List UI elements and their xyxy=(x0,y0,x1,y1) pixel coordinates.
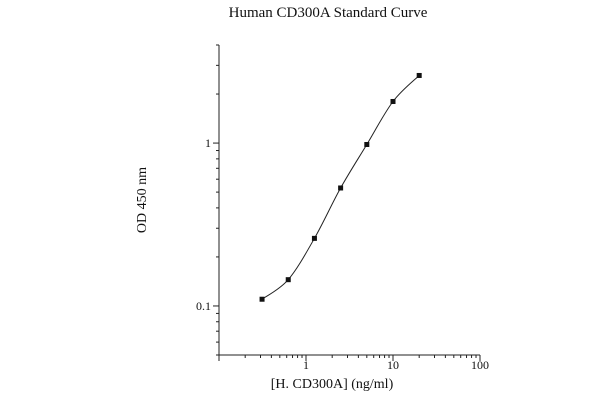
data-point xyxy=(311,235,317,241)
y-axis-label: OD 450 nm xyxy=(135,167,150,233)
data-point xyxy=(416,72,422,78)
x-axis-label: [H. CD300A] (ng/ml) xyxy=(271,377,394,392)
y-axis-ticks: 0.11 xyxy=(196,44,219,356)
x-axis-ticks: 1 10 100 xyxy=(218,355,489,372)
x-tick-label: 100 xyxy=(471,358,489,372)
data-point xyxy=(338,185,344,191)
x-tick-label: 10 xyxy=(387,358,399,372)
data-points xyxy=(259,72,422,302)
data-point xyxy=(259,296,265,302)
data-point xyxy=(364,142,370,148)
x-tick-label: 1 xyxy=(303,358,309,372)
y-tick-label: 1 xyxy=(205,136,211,150)
axes xyxy=(218,45,480,356)
y-tick-label: 0.1 xyxy=(196,299,211,313)
data-point xyxy=(285,277,291,283)
chart-title: Human CD300A Standard Curve xyxy=(229,5,428,21)
data-point xyxy=(390,98,396,104)
